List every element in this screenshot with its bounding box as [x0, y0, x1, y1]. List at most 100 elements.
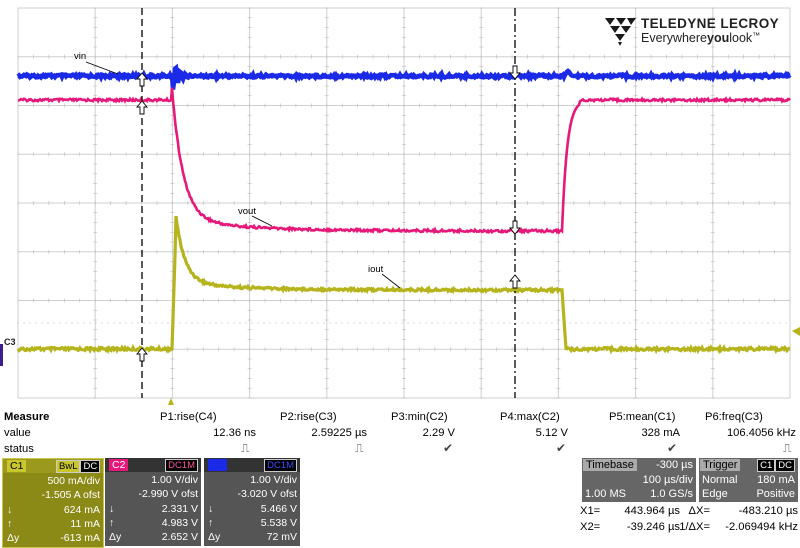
logo-tagline: Everywhereyoulook™	[641, 31, 761, 45]
grid-dot	[431, 322, 433, 324]
grid-dot	[767, 322, 769, 324]
grid-dot	[131, 322, 133, 324]
grid-dot	[437, 322, 439, 324]
grid-dot	[89, 322, 91, 324]
status-check-icon: ✔	[556, 441, 567, 455]
channel-c2-descriptor[interactable]: C2 DC1M 1.00 V/div -2.990 V ofst ↓ 2.331…	[105, 458, 201, 546]
c2-down-arrow-icon: ↓	[109, 503, 115, 515]
c2-delta-value: 2.652 V	[161, 531, 198, 543]
grid-dot	[203, 322, 205, 324]
grid-dot	[485, 322, 487, 324]
grid-dot	[29, 322, 31, 324]
grid-dot	[53, 322, 55, 324]
trigger-panel[interactable]: Trigger C1 DC Normal 180 mA Edge Positive	[699, 458, 798, 502]
grid-dot	[233, 322, 235, 324]
grid-dot	[689, 322, 691, 324]
cursor-marker-down-icon	[509, 65, 521, 80]
cursor-inv-dx-value: -2.069494 kHz	[725, 521, 798, 533]
grid-dot	[665, 322, 667, 324]
grid-dot	[581, 322, 583, 324]
c2-up-arrow-icon: ↑	[109, 517, 115, 529]
grid-dot	[389, 322, 391, 324]
trace-iout	[16, 215, 791, 355]
c3-delta-value: 72 mV	[266, 531, 297, 543]
grid-dot	[257, 322, 259, 324]
grid-dot	[545, 322, 547, 324]
grid-dot	[95, 322, 97, 324]
param-p4-name[interactable]: P4:max(C2)	[500, 411, 560, 423]
grid-dot	[785, 322, 787, 324]
grid-dot	[293, 322, 295, 324]
grid-dot	[143, 322, 145, 324]
c1-down-value: 624 mA	[63, 504, 100, 516]
grid-dot	[215, 322, 217, 324]
trigger-position-icon	[168, 398, 174, 405]
grid-dot	[671, 322, 673, 324]
measure-row-status: status	[4, 443, 34, 455]
grid-dot	[179, 322, 181, 324]
trigger-coupling-badge: DC	[775, 459, 795, 472]
grid-dot	[113, 322, 115, 324]
scope-display[interactable]: TELEDYNE LECROY Everywhereyoulook™ vin v…	[0, 0, 800, 405]
grid-dot	[461, 322, 463, 324]
grid-dot	[335, 322, 337, 324]
grid-dot	[395, 322, 397, 324]
c1-offset: -1.505 A ofst	[41, 489, 100, 501]
c3-down-value: 5.466 V	[260, 503, 297, 515]
grid-dot	[467, 322, 469, 324]
grid-dot	[119, 322, 121, 324]
grid-dot	[713, 322, 715, 324]
param-p5-name[interactable]: P5:mean(C1)	[609, 411, 676, 423]
measure-row-value: value	[4, 427, 31, 439]
timebase-delay: -300 µs	[656, 459, 693, 471]
param-p6-name[interactable]: P6:freq(C3)	[705, 411, 763, 423]
c2-delta-icon: Δy	[109, 531, 122, 543]
grid-dot	[239, 322, 241, 324]
grid-dot	[755, 322, 757, 324]
timebase-panel[interactable]: Timebase -300 µs 100 µs/div 1.00 MS 1.0 …	[582, 458, 696, 502]
grid-dot	[23, 322, 25, 324]
channel-c1-descriptor[interactable]: C1 BwL DC 500 mA/div -1.505 A ofst ↓ 624 …	[2, 458, 104, 548]
grid-dot	[449, 322, 451, 324]
param-p3-value: 2.29 V	[422, 427, 455, 439]
leader-iout	[381, 273, 401, 289]
grid-dot	[533, 322, 535, 324]
channel-c3-descriptor[interactable]: C3 DC1M 1.00 V/div -3.020 V ofst ↓ 5.466…	[204, 458, 300, 546]
cursor-dx-label: ΔX=	[688, 505, 710, 517]
cursor-x1-value: 443.964 µs	[624, 505, 680, 517]
grid-dot	[587, 322, 589, 324]
grid-dot	[59, 322, 61, 324]
grid-dot	[83, 322, 85, 324]
grid-dot	[719, 322, 721, 324]
grid-dot	[749, 322, 751, 324]
grid-dot	[371, 322, 373, 324]
grid-dot	[677, 322, 679, 324]
grid-dot	[491, 322, 493, 324]
param-p4-value: 5.12 V	[535, 427, 568, 439]
trace-vout	[17, 87, 791, 235]
grid-dot	[407, 322, 409, 324]
param-p2-name[interactable]: P2:rise(C3)	[280, 411, 337, 423]
grid-dot	[575, 322, 577, 324]
grid-dot	[497, 322, 499, 324]
grid-dot	[365, 322, 367, 324]
grid-dot	[539, 322, 541, 324]
c3-offset-marker[interactable]	[0, 344, 3, 366]
param-p3-name[interactable]: P3:min(C2)	[391, 411, 448, 423]
grid-dot	[503, 322, 505, 324]
param-p1-name[interactable]: P1:rise(C4)	[160, 411, 217, 423]
grid-dot	[509, 322, 511, 324]
grid-dot	[299, 322, 301, 324]
trigger-level: 180 mA	[757, 474, 795, 486]
grid-dot	[419, 322, 421, 324]
grid-dot	[275, 322, 277, 324]
cursor-inv-dx-label: 1/ΔX=	[679, 521, 710, 533]
c2-vdiv: 1.00 V/div	[151, 474, 198, 486]
grid-dot	[731, 322, 733, 324]
grid-dot	[623, 322, 625, 324]
grid-dot	[149, 322, 151, 324]
trigger-source-badge: C1	[757, 459, 776, 472]
grid-dot	[413, 322, 415, 324]
grid-dot	[443, 322, 445, 324]
grid-dot	[617, 322, 619, 324]
